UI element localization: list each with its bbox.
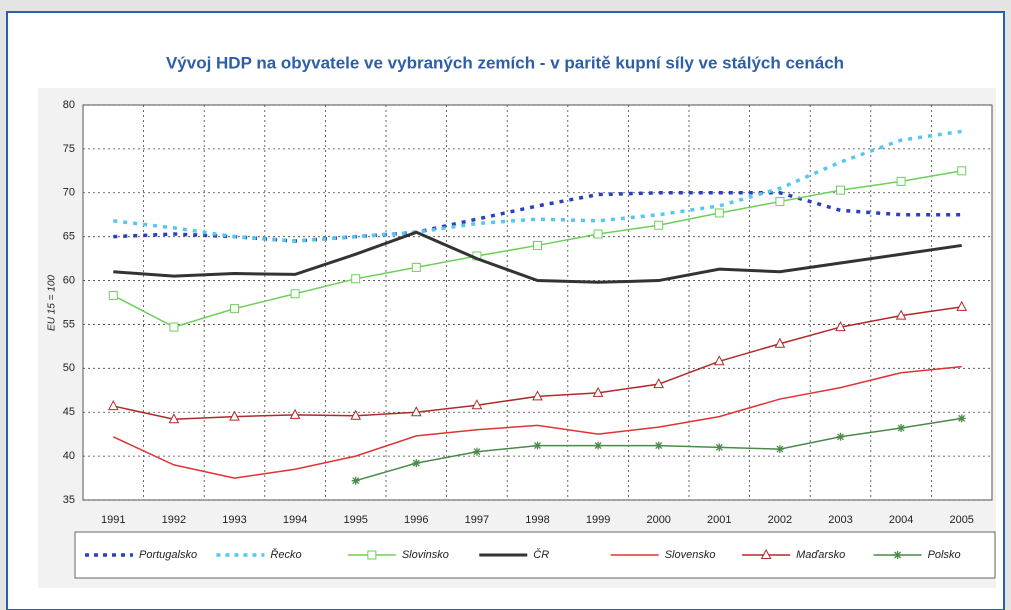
marker	[957, 166, 967, 176]
series	[113, 230, 962, 284]
y-tick-label: 65	[63, 231, 75, 243]
marker	[836, 432, 845, 441]
y-tick-label: 70	[63, 187, 75, 199]
legend-label: Maďarsko	[796, 549, 845, 561]
x-tick-label: 1991	[101, 514, 125, 526]
x-tick-label: 2003	[828, 514, 852, 526]
marker	[897, 424, 906, 433]
legend	[74, 531, 996, 579]
marker	[533, 240, 542, 250]
marker	[896, 176, 906, 186]
marker	[775, 445, 784, 454]
marker	[593, 229, 603, 239]
y-tick-label: 80	[63, 99, 75, 111]
line	[113, 230, 962, 284]
marker	[533, 441, 542, 450]
marker	[713, 355, 725, 366]
x-tick-label: 1998	[525, 514, 549, 526]
x-tick-label: 1993	[222, 514, 246, 526]
marker	[412, 459, 421, 468]
marker	[654, 441, 663, 450]
marker	[835, 321, 846, 332]
marker	[350, 409, 362, 420]
marker	[957, 414, 966, 423]
marker	[532, 390, 543, 401]
series	[112, 365, 962, 479]
chart-title: Vývoj HDP na obyvatele ve vybraných zemí…	[166, 53, 844, 72]
legend-label: Řecko	[270, 548, 301, 561]
series	[108, 166, 967, 332]
marker	[230, 304, 239, 314]
marker	[411, 262, 421, 272]
marker	[108, 290, 118, 300]
marker	[760, 548, 772, 559]
marker	[351, 274, 361, 284]
y-tick-label: 50	[63, 362, 75, 374]
plot-area	[82, 104, 993, 501]
y-axis-label: EU 15 = 100	[47, 275, 58, 331]
marker	[410, 406, 422, 417]
y-tick-label: 55	[63, 318, 75, 330]
marker	[592, 386, 604, 397]
marker	[471, 399, 483, 410]
series	[107, 300, 968, 424]
y-tick-label: 75	[63, 143, 75, 155]
marker	[594, 441, 603, 450]
x-tick-label: 2004	[889, 514, 913, 526]
x-tick-label: 2002	[768, 514, 792, 526]
marker	[893, 551, 902, 559]
marker	[290, 289, 300, 299]
series	[351, 414, 966, 485]
line	[112, 365, 962, 479]
legend-label: Slovinsko	[402, 549, 449, 561]
marker	[169, 322, 179, 332]
marker	[107, 400, 119, 411]
marker	[836, 185, 845, 195]
x-tick-label: 1995	[343, 514, 367, 526]
y-tick-label: 60	[63, 274, 75, 286]
legend-label: ČR	[533, 548, 549, 561]
legend-label: Portugalsko	[139, 549, 197, 561]
x-tick-label: 2001	[707, 514, 731, 526]
marker	[168, 413, 180, 424]
legend-label: Slovensko	[665, 549, 716, 561]
marker	[653, 378, 665, 389]
marker	[654, 220, 664, 230]
marker	[895, 309, 907, 320]
x-tick-label: 1999	[586, 514, 610, 526]
x-tick-label: 2000	[646, 514, 670, 526]
marker	[774, 337, 786, 348]
x-tick-label: 1994	[283, 514, 307, 526]
y-tick-label: 40	[63, 450, 75, 462]
marker	[367, 550, 377, 560]
x-tick-label: 2005	[949, 514, 973, 526]
y-tick-label: 35	[63, 494, 75, 506]
marker	[289, 408, 301, 419]
marker	[714, 208, 724, 218]
marker	[775, 197, 785, 207]
series	[113, 129, 962, 243]
marker	[956, 300, 968, 311]
x-tick-label: 1997	[465, 514, 489, 526]
marker	[351, 476, 360, 485]
x-tick-label: 1996	[404, 514, 428, 526]
legend-label: Polsko	[928, 549, 961, 561]
marker	[472, 447, 481, 456]
x-tick-label: 1992	[162, 514, 186, 526]
marker	[715, 443, 724, 452]
y-tick-label: 45	[63, 406, 75, 418]
line	[113, 129, 962, 243]
marker	[229, 410, 240, 421]
